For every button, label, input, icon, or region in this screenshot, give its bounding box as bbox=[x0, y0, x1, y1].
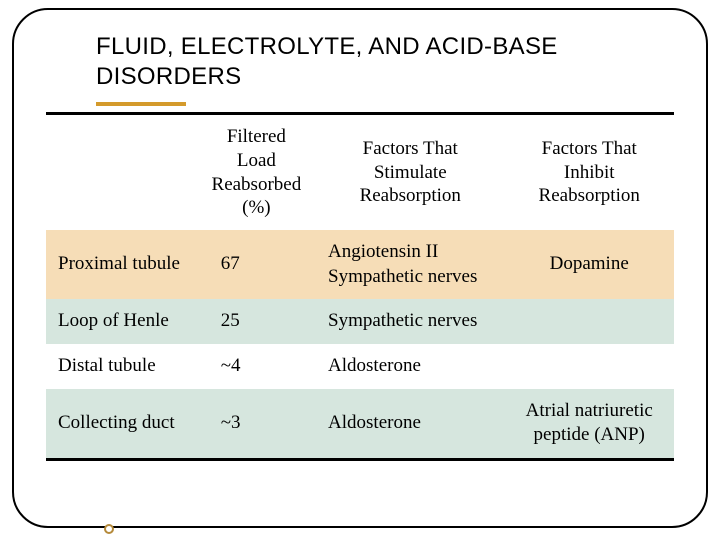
cell-segment: Collecting duct bbox=[46, 389, 197, 458]
col-header-segment bbox=[46, 115, 197, 230]
cell-segment: Proximal tubule bbox=[46, 230, 197, 299]
col-header-inhibit: Factors That Inhibit Reabsorption bbox=[504, 115, 674, 230]
table-body: Proximal tubule 67 Angiotensin IISympath… bbox=[46, 230, 674, 458]
cell-inh bbox=[504, 299, 674, 344]
page-title: FLUID, ELECTROLYTE, AND ACID-BASE DISORD… bbox=[96, 32, 646, 92]
cell-stim: Sympathetic nerves bbox=[316, 299, 504, 344]
cell-segment: Loop of Henle bbox=[46, 299, 197, 344]
cell-inh: Dopamine bbox=[504, 230, 674, 299]
reabsorption-table: Filtered Load Reabsorbed (%) Factors Tha… bbox=[46, 112, 674, 461]
title-underline bbox=[96, 102, 186, 106]
cell-inh: Atrial natriuretic peptide (ANP) bbox=[504, 389, 674, 458]
cell-inh bbox=[504, 344, 674, 389]
cell-pct: 67 bbox=[197, 230, 316, 299]
cell-stim: Aldosterone bbox=[316, 344, 504, 389]
table-row: Loop of Henle 25 Sympathetic nerves bbox=[46, 299, 674, 344]
cell-stim: Angiotensin IISympathetic nerves bbox=[316, 230, 504, 299]
table-row: Collecting duct ~3 Aldosterone Atrial na… bbox=[46, 389, 674, 458]
cell-pct: ~3 bbox=[197, 389, 316, 458]
slide-frame: FLUID, ELECTROLYTE, AND ACID-BASE DISORD… bbox=[12, 8, 708, 528]
col-header-stimulate: Factors That Stimulate Reabsorption bbox=[316, 115, 504, 230]
bullet-icon bbox=[104, 524, 114, 534]
cell-pct: ~4 bbox=[197, 344, 316, 389]
cell-pct: 25 bbox=[197, 299, 316, 344]
table: Filtered Load Reabsorbed (%) Factors Tha… bbox=[46, 115, 674, 458]
table-row: Distal tubule ~4 Aldosterone bbox=[46, 344, 674, 389]
cell-segment: Distal tubule bbox=[46, 344, 197, 389]
table-header-row: Filtered Load Reabsorbed (%) Factors Tha… bbox=[46, 115, 674, 230]
col-header-filtered-load: Filtered Load Reabsorbed (%) bbox=[197, 115, 316, 230]
cell-stim: Aldosterone bbox=[316, 389, 504, 458]
table-row: Proximal tubule 67 Angiotensin IISympath… bbox=[46, 230, 674, 299]
